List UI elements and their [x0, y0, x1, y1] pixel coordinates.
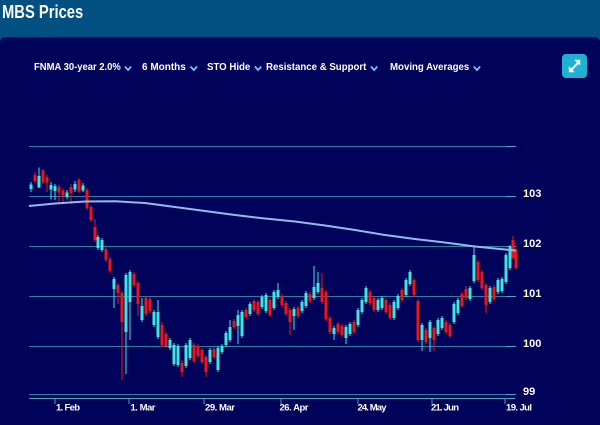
svg-text:19. Jul: 19. Jul	[506, 403, 532, 414]
svg-text:1. Feb: 1. Feb	[56, 403, 80, 414]
svg-text:100: 100	[523, 338, 541, 350]
svg-text:103: 103	[523, 188, 541, 200]
svg-text:26. Apr: 26. Apr	[280, 403, 309, 414]
svg-text:102: 102	[523, 238, 541, 250]
svg-text:29. Mar: 29. Mar	[205, 403, 235, 414]
svg-text:21. Jun: 21. Jun	[431, 403, 459, 414]
svg-text:1. Mar: 1. Mar	[131, 403, 156, 414]
svg-text:24. May: 24. May	[358, 403, 388, 414]
svg-text:101: 101	[523, 288, 541, 300]
svg-text:99: 99	[523, 386, 535, 398]
